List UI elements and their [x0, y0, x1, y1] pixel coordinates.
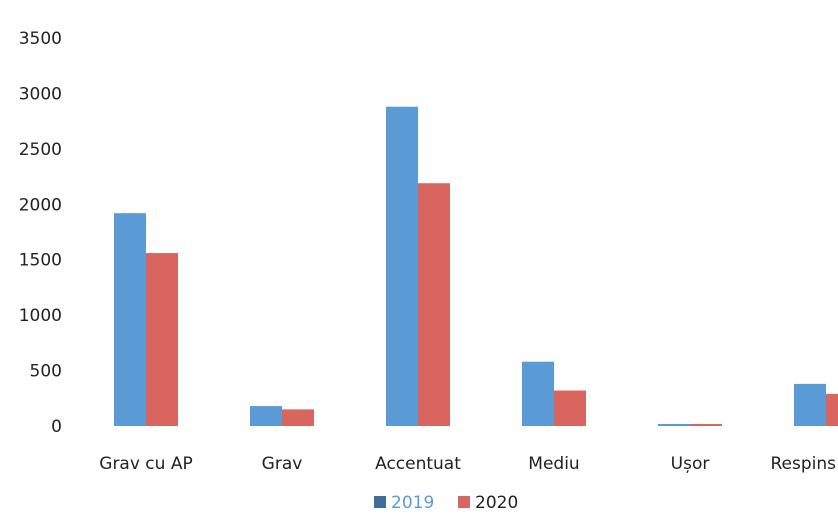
y-axis: 0 500 1000 1500 2000 2500 3000 3500 — [19, 29, 62, 437]
y-tick-label-500: 500 — [30, 362, 62, 382]
bar-2020-ușor — [690, 424, 722, 426]
x-tick-label-grav-cu-ap: Grav cu AP — [99, 454, 192, 474]
y-tick-label-2500: 2500 — [19, 140, 62, 160]
x-tick-label-ușor: Ușor — [671, 454, 710, 474]
bar-2020-grav — [282, 409, 314, 426]
x-tick-label-accentuat: Accentuat — [375, 454, 461, 474]
y-tick-label-3500: 3500 — [19, 29, 62, 49]
x-axis: Grav cu AP Grav Accentuat Mediu Ușor Respins — [99, 454, 836, 474]
legend-label-2019: 2019 — [391, 493, 434, 513]
legend: 2019 2020 — [374, 493, 518, 513]
bar-2019-ușor — [658, 424, 690, 426]
x-tick-label-respins: Respins — [770, 454, 836, 474]
y-tick-label-1000: 1000 — [19, 306, 62, 326]
bar-2019-respins — [794, 383, 826, 426]
y-tick-label-2000: 2000 — [19, 195, 62, 215]
legend-swatch-2020 — [458, 496, 470, 508]
bar-2020-respins — [826, 393, 838, 426]
bar-2019-accentuat — [386, 106, 418, 426]
y-tick-label-3000: 3000 — [19, 84, 62, 104]
bar-2020-grav-cu-ap — [146, 253, 178, 426]
bar-2020-mediu — [554, 390, 586, 426]
bar-2019-grav — [250, 406, 282, 426]
bar-2020-accentuat — [418, 183, 450, 426]
x-tick-label-grav: Grav — [262, 454, 303, 474]
bar-2019-mediu — [522, 361, 554, 426]
legend-label-2020: 2020 — [475, 493, 518, 513]
y-tick-label-1500: 1500 — [19, 251, 62, 271]
y-tick-label-0: 0 — [51, 417, 62, 437]
bars — [114, 106, 838, 426]
x-tick-label-mediu: Mediu — [528, 454, 579, 474]
bar-2019-grav-cu-ap — [114, 213, 146, 426]
legend-swatch-2019 — [374, 496, 386, 508]
